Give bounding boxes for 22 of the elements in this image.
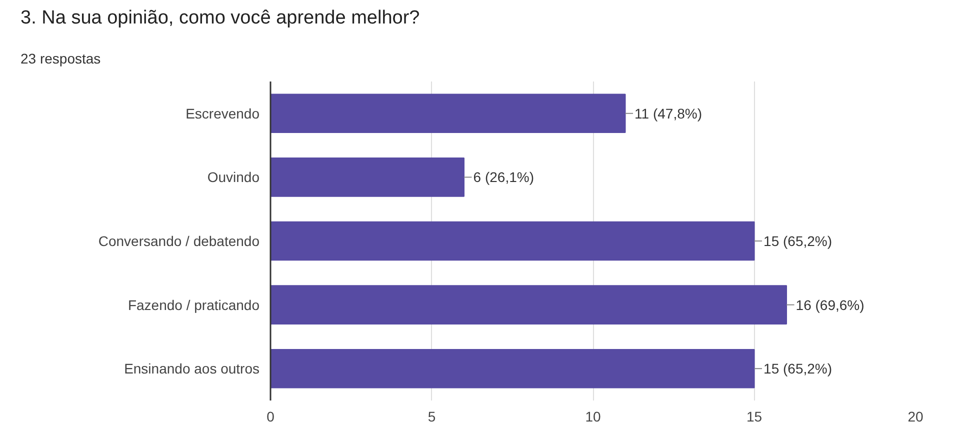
- y-tick-label: Fazendo / praticando: [128, 296, 260, 313]
- bar: [270, 94, 626, 134]
- bar: [270, 158, 464, 197]
- data-label: 11 (47,8%): [634, 105, 702, 122]
- y-tick-label: Ouvindo: [207, 169, 260, 186]
- data-label: 15 (65,2%): [764, 360, 832, 377]
- bar: [270, 221, 755, 261]
- data-label: 6 (26,1%): [473, 169, 534, 186]
- chart-title: 3. Na sua opinião, como você aprende melhor?: [20, 8, 420, 28]
- y-tick-label: Ensinando aos outros: [124, 360, 260, 377]
- x-tick-label: 0: [266, 408, 275, 424]
- text: 23 respostas: [20, 50, 101, 66]
- data-label: 16 (69,6%): [796, 296, 864, 313]
- y-tick-label: Conversando / debatendo: [98, 233, 260, 249]
- bar: [270, 285, 787, 324]
- bar: [270, 348, 755, 388]
- x-tick-label: 5: [428, 408, 436, 424]
- data-label: 15 (65,2%): [764, 233, 832, 249]
- x-tick-label: 15: [746, 408, 762, 424]
- x-tick-label: 20: [908, 408, 924, 424]
- x-tick-label: 10: [585, 408, 601, 424]
- y-tick-label: Escrevendo: [186, 105, 260, 122]
